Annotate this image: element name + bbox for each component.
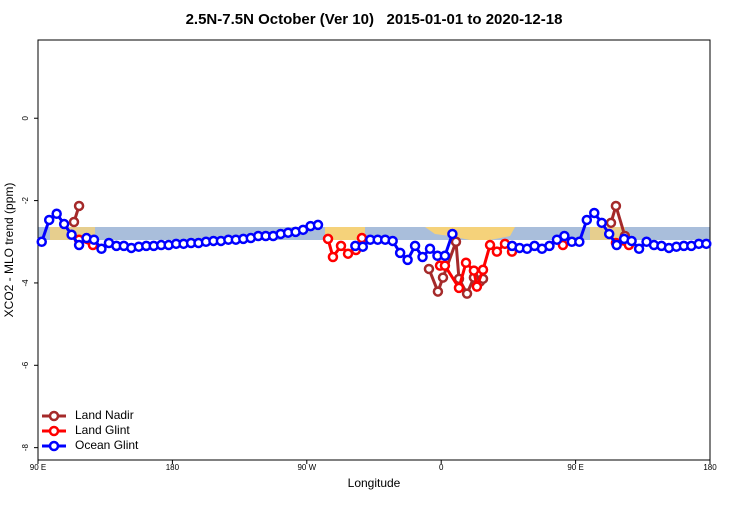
x-tick-label: 180 xyxy=(166,463,180,472)
data-point xyxy=(417,251,428,263)
data-point xyxy=(633,243,645,255)
legend-marker xyxy=(48,425,60,437)
data-point xyxy=(423,263,435,275)
data-point xyxy=(68,216,80,228)
data-point xyxy=(73,200,85,212)
data-point xyxy=(356,232,368,244)
data-point xyxy=(491,246,503,257)
data-point xyxy=(437,272,449,283)
data-point xyxy=(589,207,600,219)
data-point xyxy=(460,257,472,269)
data-point xyxy=(477,264,489,276)
data-point xyxy=(559,230,570,242)
data-point xyxy=(581,214,593,226)
data-point xyxy=(88,234,100,245)
data-point xyxy=(66,229,77,241)
data-point xyxy=(58,218,70,230)
data-point xyxy=(603,228,615,240)
data-point xyxy=(96,243,107,255)
legend-label: Ocean Glint xyxy=(75,438,139,452)
data-point xyxy=(327,251,339,263)
y-tick-label: -2 xyxy=(21,196,30,204)
x-tick-label: 90 E xyxy=(30,463,46,472)
y-tick-label: -4 xyxy=(21,279,30,287)
data-point xyxy=(439,250,451,262)
y-tick-label: -6 xyxy=(21,361,30,369)
data-point xyxy=(484,239,496,251)
data-point xyxy=(312,219,324,231)
y-axis-label: XCO2 - MLO trend (ppm) xyxy=(2,183,16,318)
plot-frame xyxy=(37,39,711,461)
data-point xyxy=(626,235,637,247)
data-point xyxy=(409,240,421,252)
data-point xyxy=(43,214,55,226)
legend-label: Land Glint xyxy=(75,423,130,437)
data-point xyxy=(471,281,483,292)
land-patch xyxy=(425,227,515,240)
data-point xyxy=(432,286,444,297)
series xyxy=(36,207,712,266)
data-point xyxy=(544,240,555,252)
y-tick-label: -8 xyxy=(21,444,30,452)
data-point xyxy=(596,217,607,229)
data-point xyxy=(468,265,480,276)
legend-label: Land Nadir xyxy=(75,408,134,422)
data-point xyxy=(402,254,413,266)
x-tick-label: 0 xyxy=(439,463,444,472)
data-point xyxy=(36,236,47,248)
x-axis-label: Longitude xyxy=(348,476,401,490)
data-point xyxy=(357,241,369,252)
data-point xyxy=(73,239,85,251)
chart-title: 2.5N-7.5N October (Ver 10) 2015-01-01 to… xyxy=(186,11,563,28)
legend-marker xyxy=(48,410,60,422)
data-point xyxy=(51,208,62,220)
x-tick-label: 90 E xyxy=(567,463,583,472)
data-point xyxy=(701,238,712,250)
data-point xyxy=(387,235,398,247)
data-point xyxy=(447,228,458,240)
data-point xyxy=(461,288,473,299)
land-patch xyxy=(325,227,365,240)
x-tick-label: 90 W xyxy=(297,463,316,472)
data-point xyxy=(394,247,406,259)
data-point xyxy=(322,233,334,245)
data-point xyxy=(611,239,622,251)
data-point xyxy=(342,248,354,259)
data-point xyxy=(439,260,451,271)
data-point xyxy=(605,217,617,229)
x-tick-label: 180 xyxy=(703,463,717,472)
data-point xyxy=(335,240,347,252)
data-point xyxy=(453,282,465,294)
data-point xyxy=(574,236,585,248)
legend-marker xyxy=(48,440,60,452)
data-point xyxy=(424,243,436,255)
data-point xyxy=(610,200,622,212)
y-tick-label: 0 xyxy=(21,115,30,120)
